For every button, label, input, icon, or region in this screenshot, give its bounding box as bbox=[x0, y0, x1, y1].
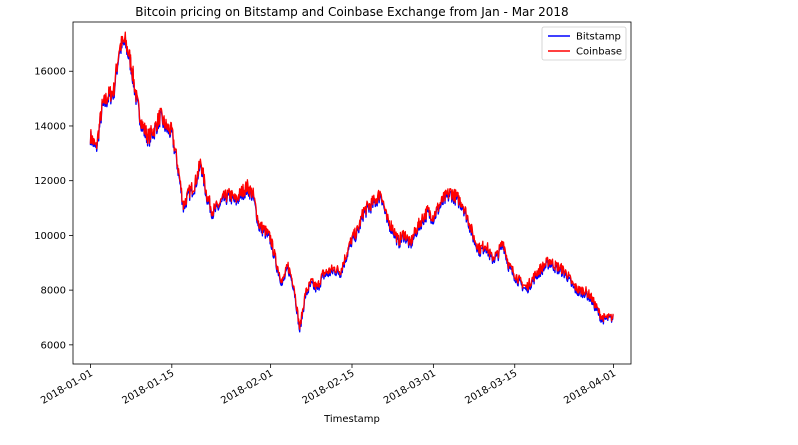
legend-label-coinbase: Coinbase bbox=[576, 47, 622, 58]
legend: Bitstamp Coinbase bbox=[541, 26, 627, 61]
y-tick-label: 12000 bbox=[34, 176, 66, 187]
chart-title: Bitcoin pricing on Bitstamp and Coinbase… bbox=[135, 5, 568, 19]
plot-area bbox=[72, 21, 632, 365]
y-tick-label: 10000 bbox=[34, 231, 66, 242]
series-line-coinbase bbox=[89, 31, 614, 330]
series-layer bbox=[89, 31, 614, 333]
y-tick-label: 8000 bbox=[41, 286, 66, 297]
y-tick-label: 14000 bbox=[34, 121, 66, 132]
y-tick-label: 6000 bbox=[41, 340, 66, 351]
x-axis-label: Timestamp bbox=[323, 414, 380, 425]
legend-label-bitstamp: Bitstamp bbox=[576, 32, 621, 43]
y-tick-label: 16000 bbox=[34, 67, 66, 78]
y-axis: 6000 8000 10000 12000 14000 16000 bbox=[34, 67, 73, 351]
